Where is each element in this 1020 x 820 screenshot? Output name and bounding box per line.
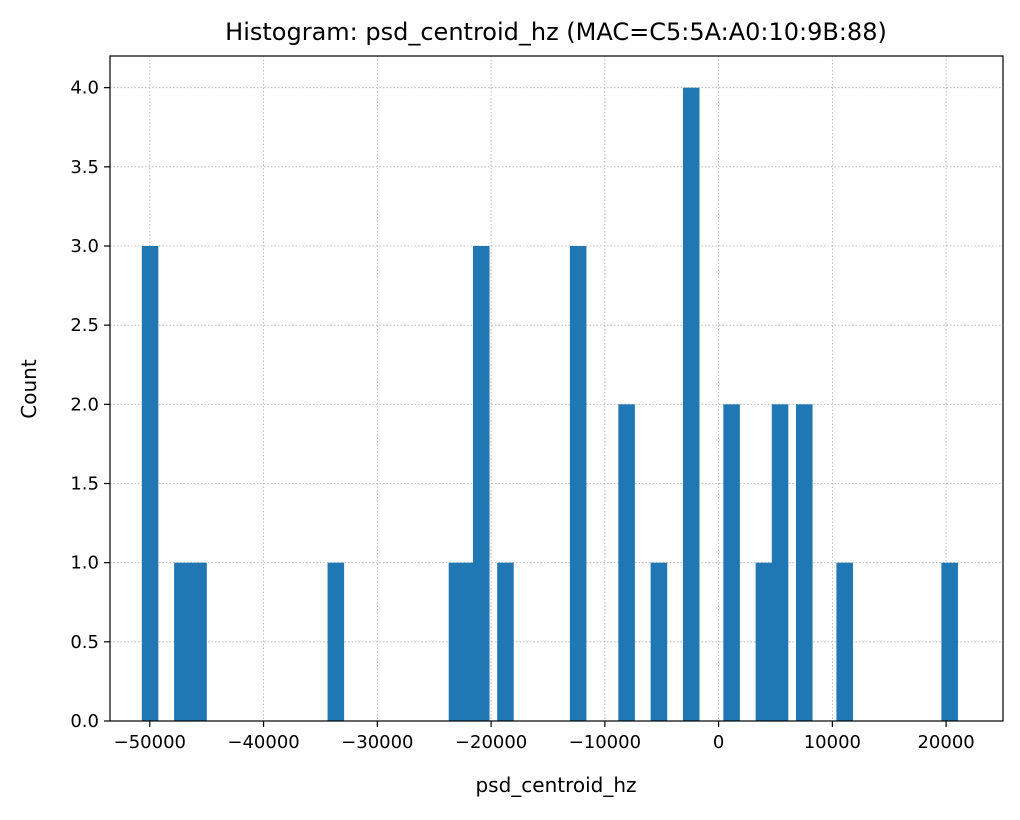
- histogram-bars: [141, 87, 958, 721]
- chart-title: Histogram: psd_centroid_hz (MAC=C5:5A:A0…: [225, 18, 887, 46]
- x-tick-label: 10000: [804, 732, 861, 753]
- histogram-bar: [569, 246, 587, 721]
- y-axis-ticks: 0.0 0.5 1.0 1.5 2.0 2.5 3.0 3.5 4.0: [70, 78, 110, 732]
- x-axis-label: psd_centroid_hz: [475, 773, 636, 797]
- axes-frame: [109, 55, 1004, 722]
- x-tick-label: −30000: [341, 732, 413, 753]
- x-tick-label: −10000: [569, 732, 641, 753]
- y-tick-label: 0.5: [70, 632, 99, 653]
- y-tick-label: 2.5: [70, 315, 99, 336]
- histogram-bar: [472, 246, 490, 721]
- histogram-bar: [941, 562, 958, 721]
- x-tick-label: 20000: [917, 732, 974, 753]
- y-tick-label: 3.5: [70, 157, 99, 178]
- y-tick-label: 4.0: [70, 78, 99, 99]
- y-axis-label: Count: [17, 359, 41, 419]
- histogram-bar: [190, 562, 207, 721]
- histogram-bar: [650, 562, 668, 721]
- y-tick-label: 0.0: [70, 711, 99, 732]
- y-tick-label: 1.5: [70, 474, 99, 495]
- histogram-bar: [327, 562, 345, 721]
- histogram-bar: [141, 246, 159, 721]
- x-tick-label: −50000: [114, 732, 186, 753]
- histogram-bar: [618, 404, 635, 721]
- y-tick-label: 2.0: [70, 394, 99, 415]
- histogram-bar: [497, 562, 514, 721]
- histogram-bar: [755, 562, 773, 721]
- histogram-bar: [448, 562, 466, 721]
- x-tick-label: −40000: [227, 732, 299, 753]
- histogram-bar: [723, 404, 740, 721]
- histogram-bar: [682, 87, 700, 721]
- histogram-bar: [796, 404, 813, 721]
- histogram-bar: [836, 562, 853, 721]
- y-tick-label: 1.0: [70, 553, 99, 574]
- plot-area: [110, 56, 1003, 721]
- x-tick-label: −20000: [455, 732, 527, 753]
- histogram-bar: [174, 562, 191, 721]
- x-axis-ticks: −50000 −40000 −30000 −20000 −10000 0 10000 2000…: [114, 721, 975, 753]
- x-tick-label: 0: [713, 732, 724, 753]
- histogram-bar: [771, 404, 789, 721]
- y-tick-label: 3.0: [70, 236, 99, 257]
